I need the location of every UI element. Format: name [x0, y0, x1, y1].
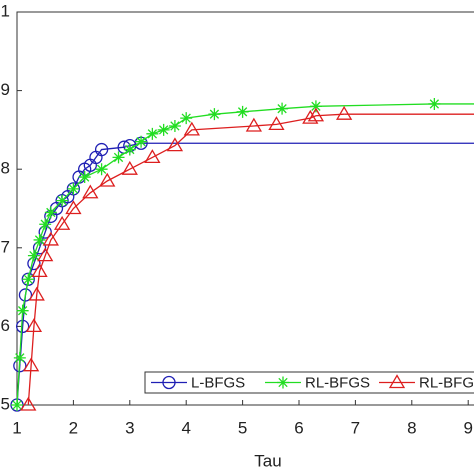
marker [28, 286, 45, 301]
plot-frame [16, 11, 474, 406]
marker [277, 376, 289, 389]
marker [236, 105, 249, 118]
marker [78, 171, 91, 184]
marker [268, 116, 285, 131]
marker [183, 121, 200, 136]
marker [302, 109, 319, 124]
y-tick-label: 0.8 [0, 159, 10, 178]
marker [37, 247, 54, 262]
series-line [27, 113, 345, 406]
x-tick-label: 3 [125, 418, 134, 437]
y-tick-label: 0.5 [0, 394, 10, 413]
marker [65, 200, 82, 215]
marker [309, 100, 322, 113]
marker [428, 97, 441, 110]
marker [162, 375, 176, 390]
marker [180, 112, 193, 125]
marker [335, 105, 353, 120]
marker [121, 160, 138, 175]
marker [144, 149, 161, 164]
marker [53, 215, 71, 230]
marker [135, 135, 148, 148]
x-axis-label: Tau [254, 451, 281, 470]
legend-label: RL-BFGS [305, 374, 370, 391]
marker [99, 172, 116, 187]
marker [25, 318, 43, 333]
marker [22, 357, 40, 372]
legend-label: L-BFGS [191, 374, 245, 391]
x-tick-label: 6 [294, 418, 303, 437]
marker [276, 102, 289, 115]
marker [31, 263, 48, 278]
marker [22, 273, 35, 286]
marker [168, 119, 181, 132]
series-line [16, 103, 435, 406]
marker [146, 127, 159, 140]
legend-label: RL-BFGS [419, 374, 474, 391]
marker [39, 218, 52, 231]
x-tick-label: 7 [351, 418, 360, 437]
x-tick-label: 8 [407, 418, 416, 437]
marker [44, 206, 57, 219]
marker [112, 151, 125, 164]
marker [67, 182, 80, 195]
marker [307, 107, 325, 122]
marker [208, 108, 221, 121]
x-tick-label: 5 [238, 418, 247, 437]
y-tick-label: 0.7 [0, 237, 10, 256]
marker [33, 233, 46, 246]
marker [27, 249, 40, 262]
marker [245, 117, 263, 132]
x-tick-label: 1 [12, 418, 21, 437]
marker [82, 184, 99, 199]
y-tick-label: 1 [1, 1, 10, 20]
x-tick-label: 2 [69, 418, 78, 437]
x-tick-label: 4 [181, 418, 190, 437]
marker [157, 123, 170, 136]
marker [166, 137, 184, 152]
marker [18, 288, 33, 302]
y-tick-label: 0.9 [0, 80, 10, 99]
marker [42, 231, 59, 246]
y-tick-label: 0.6 [0, 316, 10, 335]
x-tick-label: 9 [463, 418, 472, 437]
marker [20, 396, 37, 411]
marker [95, 163, 108, 176]
marker [388, 374, 406, 389]
marker [13, 351, 26, 364]
marker [123, 143, 136, 156]
marker [56, 194, 69, 207]
marker [11, 399, 23, 411]
marker [16, 304, 29, 317]
marker [94, 142, 109, 157]
